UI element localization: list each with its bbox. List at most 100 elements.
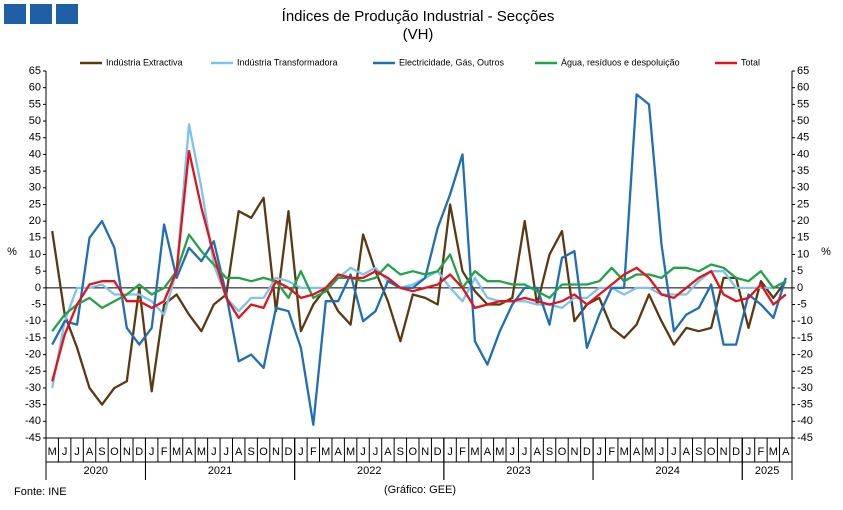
y2-tick-label: 60 [797, 82, 809, 94]
y-tick-label: -25 [25, 365, 41, 377]
x-tick-label: S [695, 446, 702, 458]
x-tick-label: J [373, 446, 379, 458]
x-tick-label: O [110, 446, 119, 458]
y-tick-label: -35 [25, 399, 41, 411]
x-tick-label: F [608, 446, 615, 458]
x-tick-label: M [644, 446, 653, 458]
x-tick-label: O [558, 446, 567, 458]
x-tick-label: F [310, 446, 317, 458]
x-tick-label: M [172, 446, 181, 458]
year-label: 2020 [83, 465, 107, 477]
x-tick-label: O [409, 446, 418, 458]
x-tick-label: N [272, 446, 280, 458]
x-tick-label: J [74, 446, 80, 458]
y-tick-label: 20 [29, 215, 41, 227]
y-tick-label: -45 [25, 432, 41, 444]
legend-label: Indústria Extractiva [106, 57, 183, 67]
logo-square [4, 4, 26, 24]
x-tick-label: J [447, 446, 453, 458]
x-tick-label: D [284, 446, 292, 458]
x-tick-label: J [149, 446, 155, 458]
x-tick-label: S [397, 446, 404, 458]
y2-tick-label: 50 [797, 115, 809, 127]
x-tick-label: J [659, 446, 665, 458]
x-tick-label: A [185, 446, 193, 458]
series-line [51, 93, 787, 426]
y-tick-label: 45 [29, 132, 41, 144]
x-tick-label: S [247, 446, 254, 458]
x-tick-label: J [211, 446, 217, 458]
x-tick-label: D [583, 446, 591, 458]
year-label: 2024 [655, 465, 679, 477]
year-label: 2025 [755, 465, 779, 477]
x-tick-label: J [671, 446, 677, 458]
y-tick-label: 15 [29, 232, 41, 244]
x-tick-label: M [197, 446, 206, 458]
y-tick-label: -10 [25, 315, 41, 327]
y2-tick-label: 35 [797, 165, 809, 177]
source: Fonte: INE [14, 486, 67, 498]
y-tick-label: 25 [29, 198, 41, 210]
y-axis-label: % [7, 246, 17, 258]
y-tick-label: -15 [25, 332, 41, 344]
y-tick-label: -30 [25, 382, 41, 394]
x-tick-label: O [259, 446, 268, 458]
x-tick-label: J [746, 446, 752, 458]
x-tick-label: A [683, 446, 691, 458]
y2-tick-label: -30 [797, 382, 813, 394]
x-tick-label: D [434, 446, 442, 458]
y2-tick-label: 25 [797, 198, 809, 210]
series-line [51, 149, 787, 382]
x-tick-label: M [321, 446, 330, 458]
y2-tick-label: -5 [797, 298, 807, 310]
x-tick-label: F [758, 446, 765, 458]
y-tick-label: 40 [29, 148, 41, 160]
x-tick-label: F [161, 446, 168, 458]
y2-tick-label: -35 [797, 399, 813, 411]
x-tick-label: A [235, 446, 243, 458]
y-tick-label: 65 [29, 65, 41, 77]
y2-tick-label: 30 [797, 182, 809, 194]
x-tick-label: J [298, 446, 304, 458]
x-tick-label: A [384, 446, 392, 458]
y2-tick-label: -40 [797, 415, 813, 427]
y2-tick-label: -10 [797, 315, 813, 327]
x-tick-label: M [620, 446, 629, 458]
y2-tick-label: 15 [797, 232, 809, 244]
y-tick-label: -40 [25, 415, 41, 427]
y-tick-label: 55 [29, 98, 41, 110]
x-tick-label: J [597, 446, 603, 458]
chart-subtitle: (VH) [403, 26, 434, 43]
logo-square [30, 4, 52, 24]
y2-tick-label: 10 [797, 248, 809, 260]
x-tick-label: D [135, 446, 143, 458]
x-tick-label: F [459, 446, 466, 458]
series-line [51, 123, 787, 389]
y2-tick-label: -25 [797, 365, 813, 377]
x-tick-label: M [346, 446, 355, 458]
legend-label: Total [741, 57, 760, 67]
y-tick-label: 50 [29, 115, 41, 127]
x-tick-label: S [546, 446, 553, 458]
year-label: 2023 [506, 465, 530, 477]
year-label: 2021 [208, 465, 232, 477]
y2-tick-label: 55 [797, 98, 809, 110]
x-tick-label: M [769, 446, 778, 458]
x-tick-label: A [335, 446, 343, 458]
series-line [51, 196, 787, 406]
legend-label: Água, resíduos e despoluição [561, 57, 680, 67]
x-tick-label: M [48, 446, 57, 458]
logo-square [56, 4, 78, 24]
x-tick-label: N [421, 446, 429, 458]
y2-tick-label: 0 [797, 282, 803, 294]
x-tick-label: A [533, 446, 541, 458]
x-tick-label: N [720, 446, 728, 458]
x-tick-label: O [707, 446, 716, 458]
y2-tick-label: 40 [797, 148, 809, 160]
year-label: 2022 [357, 465, 381, 477]
y-tick-label: 30 [29, 182, 41, 194]
x-tick-label: J [224, 446, 230, 458]
x-tick-label: D [732, 446, 740, 458]
y2-tick-label: 20 [797, 215, 809, 227]
x-tick-label: J [360, 446, 366, 458]
